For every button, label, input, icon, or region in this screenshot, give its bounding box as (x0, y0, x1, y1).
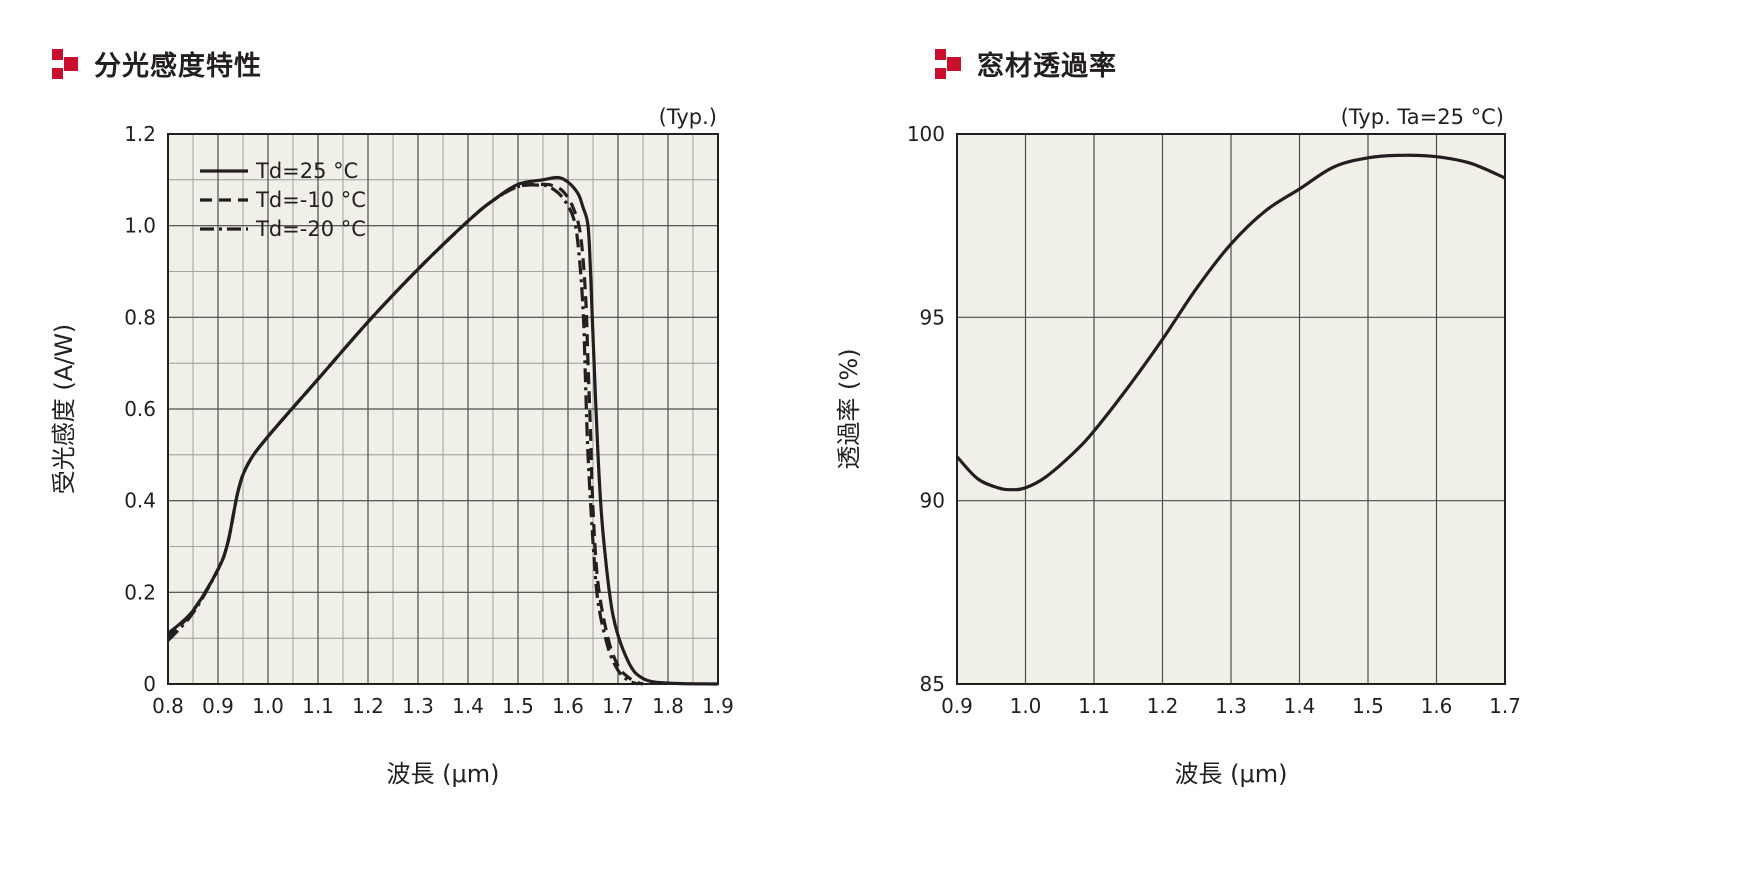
section-marker-icon (52, 48, 82, 79)
x-tick-label: 1.5 (502, 694, 534, 718)
x-tick-label: 1.4 (1284, 694, 1316, 718)
legend-label-3: Td=-20 °C (255, 217, 366, 241)
x-tick-label: 1.7 (1489, 694, 1521, 718)
x-tick-label: 1.6 (552, 694, 584, 718)
section-marker-icon (935, 48, 965, 79)
section-title-text: 分光感度特性 (94, 51, 262, 82)
y-tick-label: 1.0 (124, 214, 156, 238)
plot-frame (167, 133, 719, 685)
y-tick-label: 0.6 (124, 397, 156, 421)
x-tick-label: 1.3 (402, 694, 434, 718)
x-axis-label: 波長 (μm) (1174, 760, 1287, 788)
y-tick-label: 0.8 (124, 305, 156, 329)
plot-frame (956, 133, 1506, 685)
x-tick-label: 1.2 (1147, 694, 1179, 718)
y-tick-label: 0.4 (124, 489, 156, 513)
chart-2: 0.9 1.0 1.1 1.2 1.3 1.4 1.5 1.6 1.7 85 90 95 100 (Typ… (835, 105, 1521, 788)
y-tick-label: 85 (920, 672, 945, 696)
x-tick-label: 0.8 (152, 694, 184, 718)
legend-label-2: Td=-10 °C (255, 188, 366, 212)
x-tick-label: 1.5 (1352, 694, 1384, 718)
series-line-2 (168, 182, 644, 686)
series-line-3 (168, 183, 639, 686)
y-tick-label: 100 (907, 122, 945, 146)
x-tick-label: 1.7 (602, 694, 634, 718)
y-tick-label: 0 (143, 672, 156, 696)
chart-note: (Typ.) (659, 105, 717, 129)
x-tick-label: 1.3 (1215, 694, 1247, 718)
y-tick-label: 0.2 (124, 580, 156, 604)
chart-note: (Typ. Ta=25 °C) (1341, 105, 1504, 129)
section-title-text: 窓材透過率 (977, 51, 1117, 82)
legend-label-1: Td=25 °C (255, 159, 358, 183)
x-tick-label: 1.2 (352, 694, 384, 718)
x-axis-label: 波長 (μm) (386, 760, 499, 788)
chart-1: 0.8 0.9 1.0 1.1 1.2 1.3 1.4 1.5 1.6 1.7 1.8 1.9 0 0.2… (50, 105, 734, 788)
x-tick-label: 1.1 (302, 694, 334, 718)
section-title-spectral-response: 分光感度特性 (52, 44, 262, 83)
section-title-window-transmittance: 窓材透過率 (935, 44, 1117, 83)
x-tick-label: 1.0 (1010, 694, 1042, 718)
x-tick-label: 1.4 (452, 694, 484, 718)
x-tick-label: 0.9 (941, 694, 973, 718)
y-axis-label: 受光感度 (A/W) (50, 324, 78, 495)
series-line-1 (957, 153, 1505, 492)
x-tick-label: 1.1 (1078, 694, 1110, 718)
y-tick-label: 90 (920, 489, 945, 513)
x-tick-label: 0.9 (202, 694, 234, 718)
y-axis-label: 透過率 (%) (835, 348, 863, 469)
y-tick-label: 1.2 (124, 122, 156, 146)
y-tick-label: 95 (920, 305, 945, 329)
x-tick-label: 1.9 (702, 694, 734, 718)
x-tick-label: 1.8 (652, 694, 684, 718)
x-tick-label: 1.6 (1421, 694, 1453, 718)
x-tick-label: 1.0 (252, 694, 284, 718)
